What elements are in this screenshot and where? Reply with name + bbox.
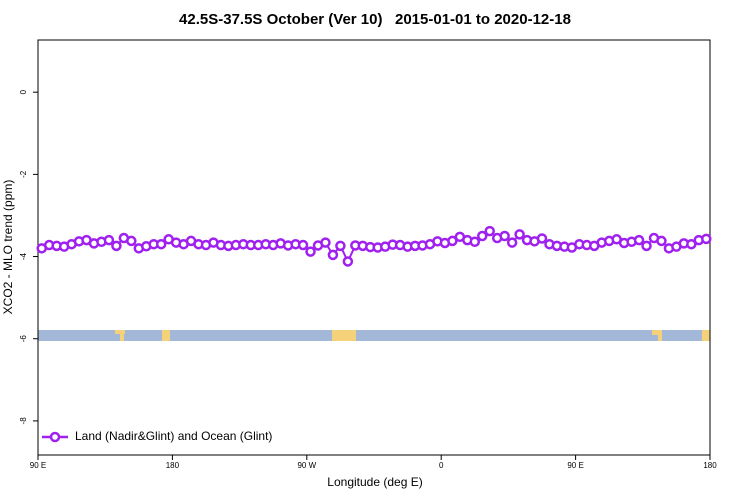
x-tick-label: 180 (703, 461, 717, 470)
surface-band (38, 330, 710, 341)
data-point (103, 234, 115, 246)
data-point (342, 256, 354, 267)
y-tick-label: -6 (19, 335, 28, 343)
data-point (701, 233, 712, 245)
x-tick-label: 90 E (567, 461, 583, 470)
x-tick-label: 90 W (297, 461, 316, 470)
data-point (633, 234, 645, 246)
y-tick-label: -2 (19, 170, 28, 178)
legend-marker (49, 431, 61, 443)
y-axis-label: XCO2 - MLO trend (ppm) (1, 180, 15, 315)
y-tick-label: 0 (19, 89, 28, 94)
legend-label: Land (Nadir&Glint) and Ocean (Glint) (75, 429, 272, 443)
x-tick-label: 0 (439, 461, 444, 470)
y-tick-label: -4 (19, 252, 28, 260)
data-point (305, 246, 316, 257)
x-axis-label: Longitude (deg E) (327, 475, 422, 489)
data-point (155, 238, 167, 250)
chart-title: 42.5S-37.5S October (Ver 10) 2015-01-01 … (179, 11, 571, 28)
data-point (686, 238, 697, 250)
x-tick-label: 90 E (30, 461, 46, 470)
data-point (499, 230, 510, 242)
data-point (477, 230, 488, 242)
data-point (327, 249, 339, 261)
data-point (536, 233, 548, 244)
data-point (297, 239, 309, 251)
data-point (469, 236, 481, 247)
y-tick-label: -8 (19, 417, 28, 425)
data-point (641, 240, 652, 252)
data-point (484, 225, 495, 237)
data-point (111, 240, 122, 252)
data-point (506, 237, 518, 248)
data-point (447, 235, 458, 247)
data-point (320, 237, 331, 248)
data-point (126, 235, 137, 247)
data-point (514, 229, 525, 240)
data-point (335, 240, 346, 252)
data-point (656, 235, 667, 247)
x-tick-label: 180 (166, 461, 180, 470)
